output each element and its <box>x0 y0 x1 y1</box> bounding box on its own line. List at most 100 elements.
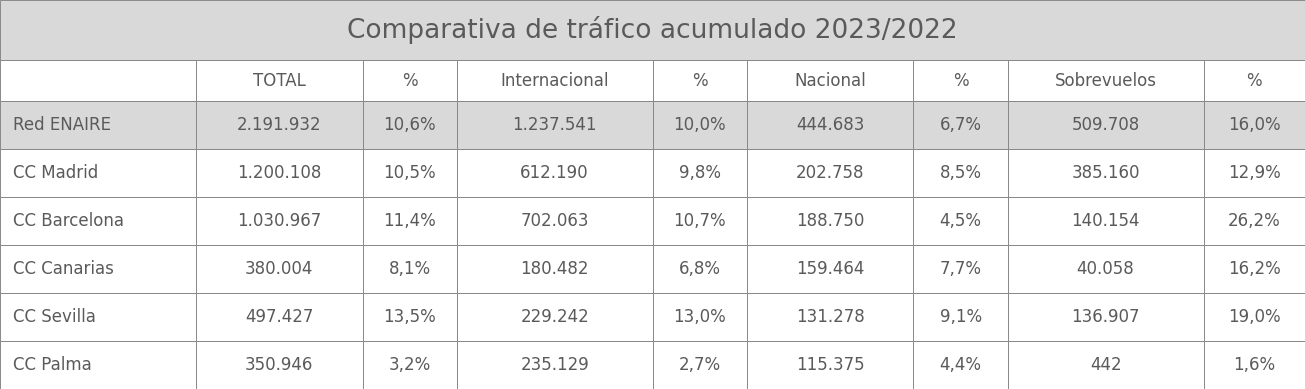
Bar <box>913 149 1007 197</box>
Text: CC Sevilla: CC Sevilla <box>13 308 97 326</box>
Bar <box>363 101 457 149</box>
Bar <box>196 197 363 245</box>
Text: 6,8%: 6,8% <box>679 260 720 278</box>
Text: 509.708: 509.708 <box>1071 116 1139 134</box>
Bar <box>652 245 746 293</box>
Text: CC Madrid: CC Madrid <box>13 164 98 182</box>
Text: 6,7%: 6,7% <box>940 116 981 134</box>
Text: 350.946: 350.946 <box>245 356 313 374</box>
Text: TOTAL: TOTAL <box>253 72 305 90</box>
Bar <box>196 341 363 389</box>
Bar <box>196 101 363 149</box>
Text: 1,6%: 1,6% <box>1233 356 1275 374</box>
Bar <box>746 60 913 101</box>
Bar <box>746 341 913 389</box>
Text: 235.129: 235.129 <box>521 356 589 374</box>
Text: 1.200.108: 1.200.108 <box>238 164 321 182</box>
Bar <box>457 60 652 101</box>
Text: CC Palma: CC Palma <box>13 356 91 374</box>
Text: 702.063: 702.063 <box>521 212 589 230</box>
Bar <box>0 197 196 245</box>
Text: 10,7%: 10,7% <box>673 212 726 230</box>
Bar <box>913 293 1007 341</box>
Text: Red ENAIRE: Red ENAIRE <box>13 116 111 134</box>
Bar <box>652 101 746 149</box>
Text: 159.464: 159.464 <box>796 260 864 278</box>
Bar <box>746 101 913 149</box>
Bar <box>363 149 457 197</box>
Text: 13,0%: 13,0% <box>673 308 726 326</box>
Bar <box>1007 341 1203 389</box>
Bar <box>746 149 913 197</box>
Bar <box>1007 197 1203 245</box>
Text: 8,1%: 8,1% <box>389 260 431 278</box>
Bar <box>0 149 196 197</box>
Bar <box>196 293 363 341</box>
Text: 2,7%: 2,7% <box>679 356 720 374</box>
Bar <box>363 341 457 389</box>
Bar <box>652 60 746 101</box>
Text: 444.683: 444.683 <box>796 116 864 134</box>
Text: 2.191.932: 2.191.932 <box>236 116 321 134</box>
Bar <box>457 245 652 293</box>
Text: 19,0%: 19,0% <box>1228 308 1280 326</box>
Text: 16,2%: 16,2% <box>1228 260 1280 278</box>
Bar <box>913 197 1007 245</box>
Text: 9,1%: 9,1% <box>940 308 981 326</box>
Bar <box>913 341 1007 389</box>
Bar <box>457 341 652 389</box>
Text: 13,5%: 13,5% <box>384 308 436 326</box>
Text: 1.237.541: 1.237.541 <box>513 116 596 134</box>
Text: 8,5%: 8,5% <box>940 164 981 182</box>
Bar <box>457 293 652 341</box>
Text: 4,5%: 4,5% <box>940 212 981 230</box>
Text: 7,7%: 7,7% <box>940 260 981 278</box>
Bar <box>0 293 196 341</box>
Text: 10,6%: 10,6% <box>384 116 436 134</box>
Text: 16,0%: 16,0% <box>1228 116 1280 134</box>
Bar <box>1203 341 1305 389</box>
Text: CC Canarias: CC Canarias <box>13 260 114 278</box>
Text: 180.482: 180.482 <box>521 260 589 278</box>
Text: CC Barcelona: CC Barcelona <box>13 212 124 230</box>
Bar <box>746 293 913 341</box>
Text: 4,4%: 4,4% <box>940 356 981 374</box>
Text: 26,2%: 26,2% <box>1228 212 1280 230</box>
Bar <box>363 197 457 245</box>
Text: %: % <box>402 72 418 90</box>
Bar <box>0 0 1305 60</box>
Bar <box>457 101 652 149</box>
Bar <box>1203 197 1305 245</box>
Bar <box>913 60 1007 101</box>
Text: 1.030.967: 1.030.967 <box>238 212 321 230</box>
Text: 612.190: 612.190 <box>521 164 589 182</box>
Bar <box>1007 245 1203 293</box>
Text: 3,2%: 3,2% <box>389 356 431 374</box>
Text: Comparativa de tráfico acumulado 2023/2022: Comparativa de tráfico acumulado 2023/20… <box>347 16 958 44</box>
Text: 229.242: 229.242 <box>521 308 589 326</box>
Bar <box>746 245 913 293</box>
Text: 497.427: 497.427 <box>245 308 313 326</box>
Bar <box>457 149 652 197</box>
Bar <box>1203 60 1305 101</box>
Bar <box>652 341 746 389</box>
Text: 131.278: 131.278 <box>796 308 864 326</box>
Bar <box>0 341 196 389</box>
Text: 140.154: 140.154 <box>1071 212 1139 230</box>
Bar <box>1007 101 1203 149</box>
Text: Internacional: Internacional <box>500 72 609 90</box>
Bar <box>1203 101 1305 149</box>
Bar <box>0 245 196 293</box>
Bar <box>1007 149 1203 197</box>
Bar <box>913 245 1007 293</box>
Text: Sobrevuelos: Sobrevuelos <box>1054 72 1156 90</box>
Text: 40.058: 40.058 <box>1077 260 1134 278</box>
Bar <box>1203 293 1305 341</box>
Text: 385.160: 385.160 <box>1071 164 1139 182</box>
Text: %: % <box>692 72 707 90</box>
Text: 136.907: 136.907 <box>1071 308 1139 326</box>
Text: 11,4%: 11,4% <box>384 212 436 230</box>
Text: %: % <box>953 72 968 90</box>
Text: 115.375: 115.375 <box>796 356 864 374</box>
Text: 202.758: 202.758 <box>796 164 864 182</box>
